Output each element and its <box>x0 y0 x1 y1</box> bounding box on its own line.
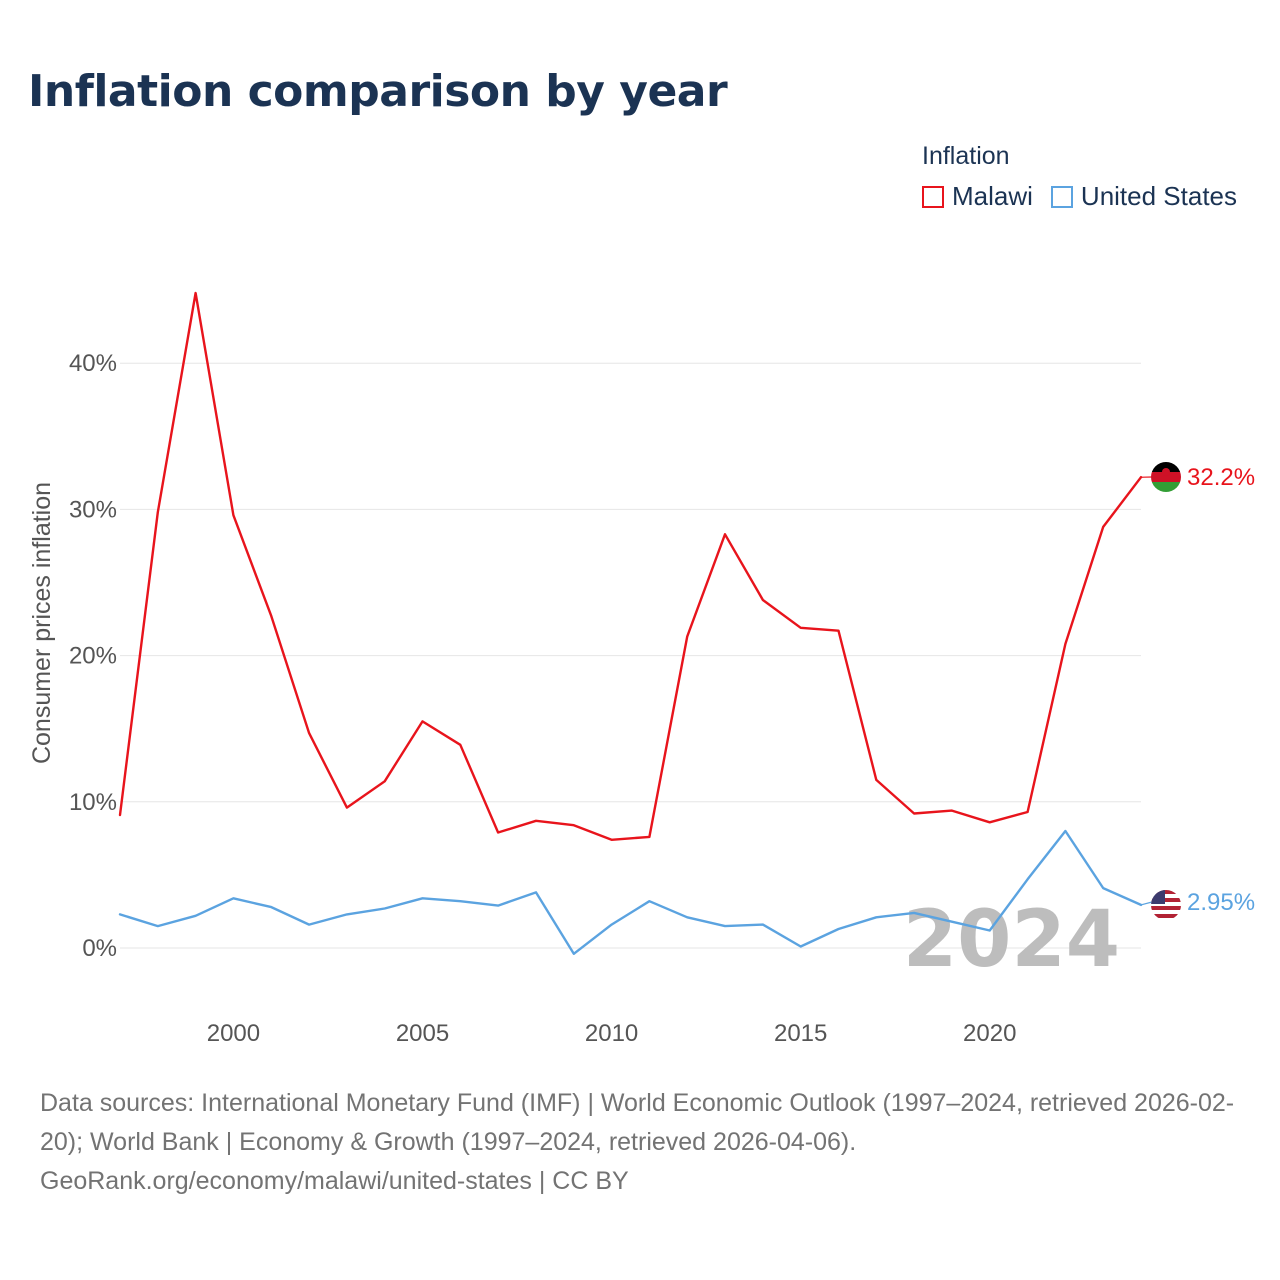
malawi-flag-icon <box>1151 462 1181 492</box>
y-tick-label: 0% <box>82 935 117 962</box>
x-tick-label: 2015 <box>774 1020 827 1047</box>
series-line-malawi[interactable] <box>118 291 1143 841</box>
legend-item-united-states[interactable]: United States <box>1050 181 1238 212</box>
legend-swatch-united-states <box>1050 185 1073 208</box>
legend-swatch-malawi <box>922 185 944 208</box>
x-tick-label: 2010 <box>585 1020 638 1047</box>
gridlines <box>120 362 1141 949</box>
legend-item-malawi[interactable]: Malawi <box>922 181 1033 212</box>
series-group: 32.2% 2.95% <box>118 291 1255 955</box>
legend-title: Inflation <box>922 142 1010 170</box>
legend: Inflation Malawi United States <box>922 142 1255 212</box>
end-value-label-united-states: 2.95% <box>1187 889 1255 916</box>
x-tick-label: 2000 <box>207 1020 260 1047</box>
legend-label-united-states: United States <box>1080 181 1238 211</box>
end-value-label-malawi: 32.2% <box>1187 464 1255 491</box>
x-tick-label: 2020 <box>963 1020 1016 1047</box>
y-axis-label: Consumer prices inflation <box>28 482 56 764</box>
legend-label-malawi: Malawi <box>952 181 1033 211</box>
series-line-united-states[interactable] <box>118 829 1143 955</box>
x-axis: 2000 2005 2010 2015 2020 <box>207 1020 1017 1047</box>
y-tick-label: 30% <box>69 496 117 523</box>
end-markers <box>1151 462 1181 920</box>
chart-title: Inflation comparison by year <box>28 66 728 117</box>
end-connector-united-states <box>1140 901 1153 906</box>
x-tick-label: 2005 <box>396 1020 449 1047</box>
y-tick-label: 40% <box>69 350 117 377</box>
y-tick-label: 20% <box>69 643 117 670</box>
united-states-flag-icon <box>1151 890 1181 920</box>
attribution-link[interactable]: GeoRank.org/economy/malawi/united-states… <box>40 1167 629 1195</box>
y-axis: 0% 10% 20% 30% 40% <box>69 350 117 962</box>
current-year-label: 2024 <box>903 895 1120 985</box>
footer: Data sources: International Monetary Fun… <box>40 1084 1250 1201</box>
data-sources-text: Data sources: International Monetary Fun… <box>40 1089 1235 1156</box>
y-tick-label: 10% <box>69 789 117 816</box>
